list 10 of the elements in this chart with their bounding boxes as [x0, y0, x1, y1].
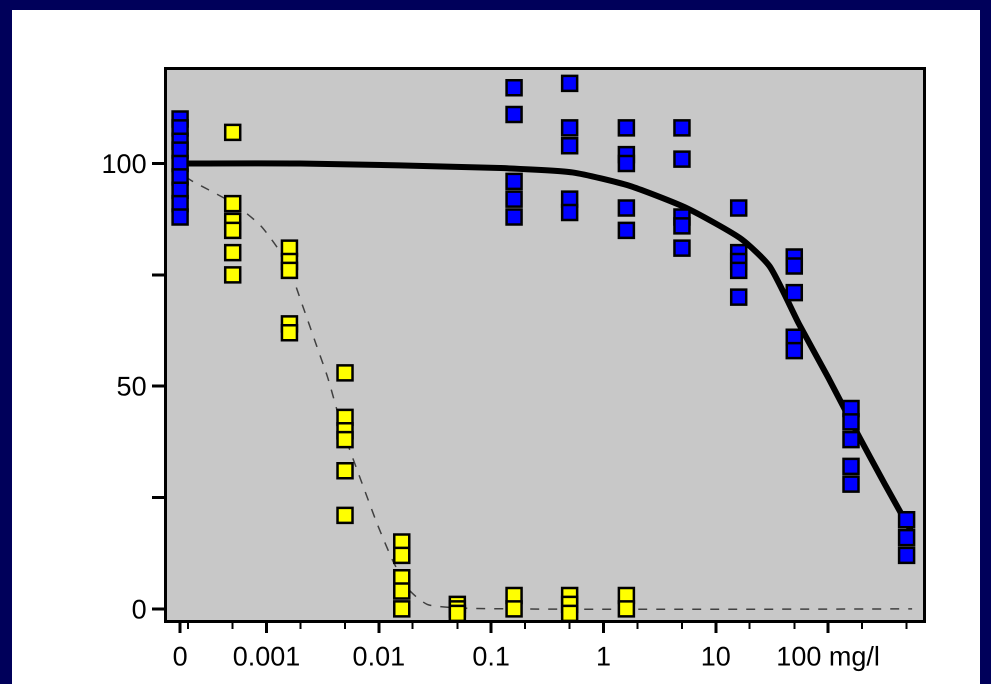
y-tick-label: 0: [132, 594, 147, 624]
y-tick-label: 50: [116, 372, 147, 402]
y-tick-label: 100: [102, 148, 147, 179]
x-tick-label: 100 mg/l: [776, 641, 880, 672]
x-tick-label: 10: [700, 641, 731, 672]
x-tick-label: 0: [172, 641, 188, 672]
x-tick-label: 0.001: [232, 641, 300, 672]
x-tick-label: 0.01: [352, 641, 406, 672]
x-tick-label: 0.1: [472, 641, 510, 672]
x-tick-label: 1: [596, 641, 611, 672]
